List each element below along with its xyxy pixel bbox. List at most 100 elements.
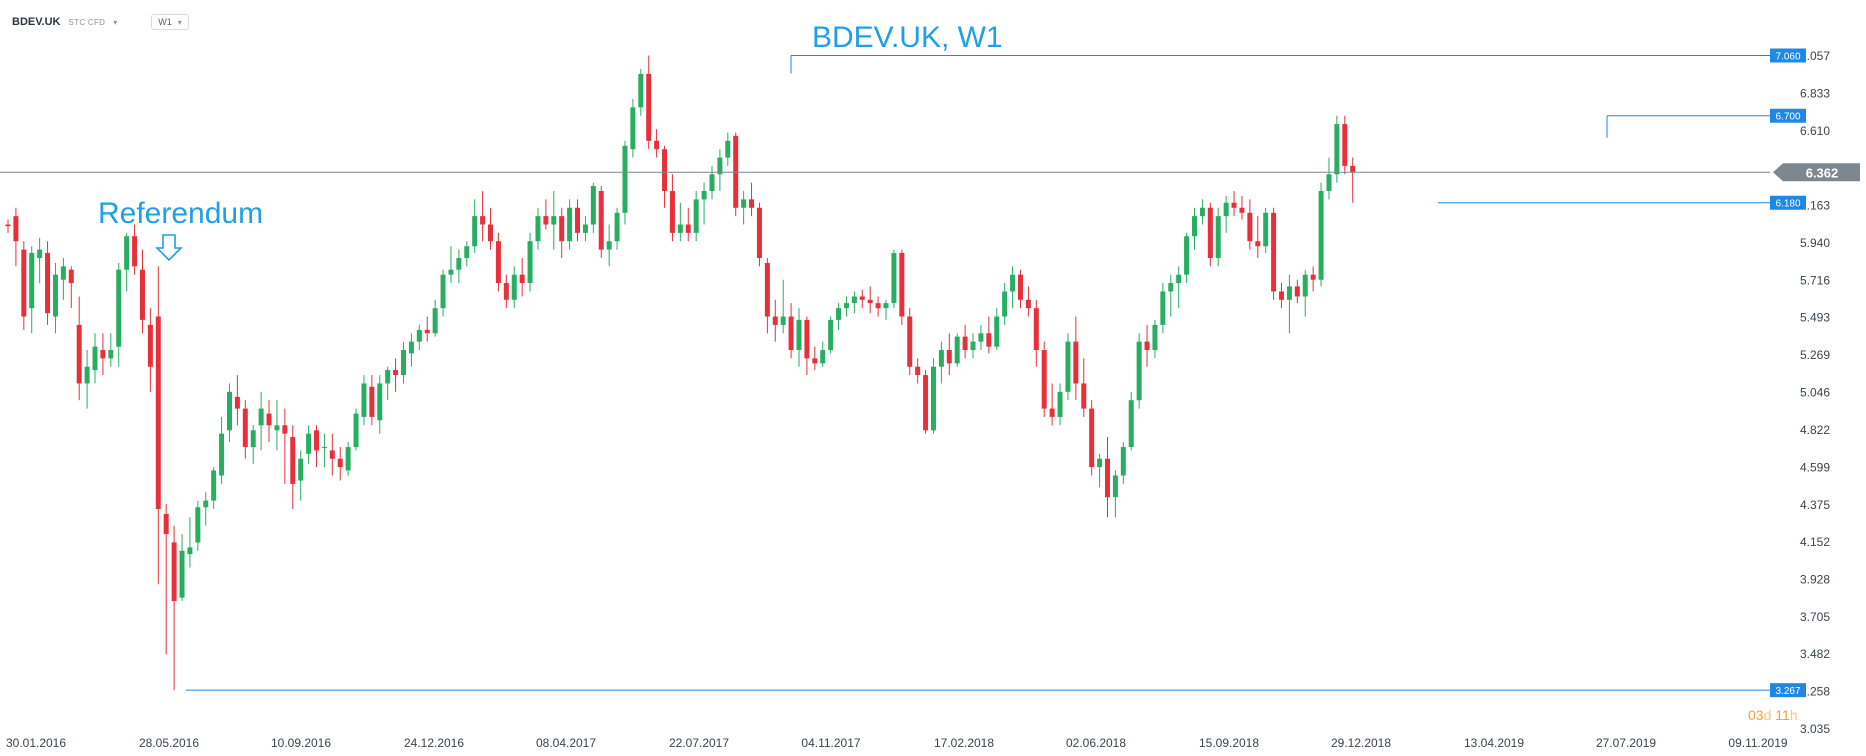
- price-level-label: 3.267: [1775, 686, 1800, 697]
- x-tick-label: 13.04.2019: [1464, 736, 1524, 750]
- candle-body: [1041, 349, 1047, 409]
- candle: [923, 370, 929, 434]
- chevron-down-icon[interactable]: ▾: [113, 17, 118, 27]
- candle: [132, 224, 138, 275]
- y-tick-label: 4.375: [1800, 498, 1830, 512]
- candle: [250, 425, 256, 464]
- candle: [1294, 279, 1300, 304]
- candle: [559, 207, 565, 258]
- candle: [630, 99, 636, 158]
- candle: [1025, 286, 1031, 317]
- candle: [1136, 333, 1142, 409]
- candle-body: [843, 303, 849, 309]
- candle-body: [1310, 274, 1316, 280]
- candle: [1002, 283, 1008, 325]
- candle: [393, 358, 399, 392]
- candle: [930, 358, 936, 434]
- candle: [219, 416, 225, 484]
- candle: [124, 232, 130, 292]
- candle: [535, 207, 541, 250]
- candle-body: [1231, 202, 1237, 208]
- candle: [741, 191, 747, 225]
- candle: [820, 341, 826, 367]
- candle: [1334, 115, 1340, 183]
- candle-body: [622, 145, 628, 213]
- candle-body: [986, 333, 992, 347]
- candle: [155, 266, 161, 585]
- candle: [978, 324, 984, 350]
- candle-body: [669, 191, 675, 233]
- candle-body: [1152, 324, 1158, 350]
- candle-body: [203, 500, 209, 508]
- candle: [408, 333, 414, 367]
- candle-body: [733, 135, 739, 208]
- candle-body: [582, 224, 588, 233]
- candle: [733, 132, 739, 217]
- candle-body: [519, 274, 525, 284]
- candle: [195, 500, 201, 551]
- x-tick-label: 09.11.2019: [1728, 736, 1787, 750]
- x-tick-label: 24.12.2016: [404, 736, 464, 750]
- candle: [654, 129, 660, 158]
- price-level-label: 6.700: [1775, 112, 1800, 123]
- candle-body: [709, 174, 715, 192]
- candle-body: [1192, 216, 1197, 237]
- candle-body: [749, 199, 755, 208]
- candle-body: [1065, 341, 1071, 392]
- candle-body: [266, 413, 272, 426]
- candle: [1049, 383, 1055, 426]
- candle: [1168, 274, 1174, 317]
- candle: [1302, 269, 1308, 317]
- candle-body: [693, 199, 699, 233]
- candle: [1286, 274, 1292, 334]
- chart-title: BDEV.UK, W1: [812, 21, 1003, 54]
- candle: [1223, 196, 1229, 233]
- candle: [1192, 207, 1197, 250]
- candle: [1215, 207, 1221, 267]
- timeframe-select[interactable]: W1 ▾: [151, 14, 189, 30]
- y-tick-label: 6.610: [1800, 124, 1830, 138]
- candle-body: [1350, 165, 1356, 173]
- candle-body: [662, 149, 668, 192]
- x-tick-label: 30.01.2016: [6, 736, 66, 750]
- candle: [638, 68, 644, 116]
- candle-body: [1104, 458, 1110, 498]
- candle-body: [701, 191, 707, 200]
- candle: [669, 174, 675, 242]
- candle-body: [1097, 458, 1103, 468]
- candle: [306, 425, 312, 464]
- candle: [582, 216, 588, 242]
- candle-body: [5, 224, 11, 227]
- candle-body: [385, 370, 391, 384]
- candle: [677, 202, 683, 242]
- candle-body: [480, 216, 486, 225]
- candle-body: [1318, 191, 1324, 280]
- y-tick-label: 4.152: [1800, 535, 1830, 549]
- candle-body: [250, 430, 256, 448]
- y-tick-label: 7.057: [1800, 49, 1830, 63]
- candle-body: [899, 252, 905, 317]
- candle-body: [132, 236, 138, 267]
- candle-body: [764, 262, 770, 317]
- candle: [859, 289, 865, 309]
- candle: [883, 299, 889, 320]
- candle-body: [915, 366, 921, 376]
- symbol-label[interactable]: BDEV.UK: [12, 16, 61, 28]
- candle: [45, 241, 51, 325]
- candle: [369, 375, 375, 426]
- candle-body: [1049, 408, 1055, 417]
- candle: [242, 400, 248, 459]
- candle: [353, 408, 359, 451]
- candle-body: [52, 274, 58, 317]
- candle: [843, 296, 849, 317]
- candle-body: [234, 396, 240, 409]
- candle-body: [1342, 124, 1348, 166]
- price-level-label: 7.060: [1775, 51, 1800, 62]
- candle-body: [962, 336, 968, 350]
- candle: [994, 308, 1000, 350]
- candle: [203, 492, 209, 526]
- timeframe-label: W1: [158, 17, 172, 27]
- candle: [828, 316, 834, 354]
- candle-body: [741, 199, 747, 208]
